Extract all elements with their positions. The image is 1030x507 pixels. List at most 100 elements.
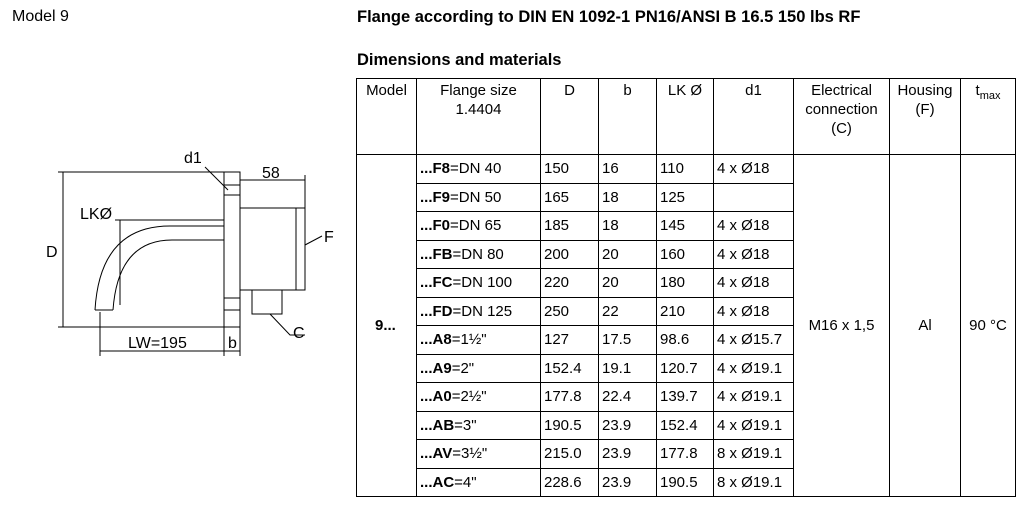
column-header-text: b	[623, 82, 632, 99]
flange-code: ...FD	[420, 302, 453, 320]
cell: 180	[656, 268, 714, 298]
column-header: d1	[713, 78, 794, 155]
cell: 18	[598, 211, 657, 241]
flange-code: ...FC	[420, 274, 453, 292]
cell: 98.6	[656, 325, 714, 355]
flange-size-cell: ...AV=3½"	[416, 439, 541, 469]
cell: 152.4	[540, 353, 599, 383]
subtitle: Dimensions and materials	[357, 51, 562, 69]
column-header-text: Electrical connection (C)	[805, 82, 878, 137]
cell: 20	[598, 268, 657, 298]
label-b: b	[228, 335, 237, 352]
flange-size-cell: ...AB=3"	[416, 410, 541, 440]
flange-code: ...FB	[420, 245, 453, 263]
flange-size-cell: ...F0=DN 65	[416, 211, 541, 241]
title: Flange according to DIN EN 1092-1 PN16/A…	[357, 8, 861, 26]
flange-code: ...F8	[420, 160, 451, 178]
cell: 20	[598, 239, 657, 269]
cell: 4 x Ø18	[713, 154, 794, 184]
label-lk: LKØ	[80, 206, 112, 223]
column-header-text: LK Ø	[667, 82, 703, 99]
flange-size: =DN 125	[452, 302, 513, 320]
cell: 23.9	[598, 439, 657, 469]
flange-size: =3"	[454, 416, 477, 434]
model-label: Model 9	[12, 8, 69, 25]
cell: 160	[656, 239, 714, 269]
tmax-sub: max	[979, 90, 1001, 102]
cell: 127	[540, 325, 599, 355]
flange-size-cell: ...A9=2"	[416, 353, 541, 383]
data-row: ...A8=1½" 127 17.5 98.6 4 x Ø15.7	[357, 325, 1016, 355]
cell: 4 x Ø18	[713, 211, 794, 241]
data-row: ...FD=DN 125 250 22 210 4 x Ø18	[357, 296, 1016, 326]
cell: 190.5	[540, 410, 599, 440]
label-c: C	[293, 325, 305, 342]
flange-size: =DN 65	[450, 217, 502, 235]
column-header: b	[598, 78, 657, 155]
flange-material: 1.4404	[455, 101, 502, 118]
cell: 210	[656, 296, 714, 326]
cell: 145	[656, 211, 714, 241]
cell: 17.5	[598, 325, 657, 355]
cell: 23.9	[598, 410, 657, 440]
flange-size: =3½"	[452, 445, 488, 463]
label-d1: d1	[184, 150, 202, 167]
housing-cell: Al	[889, 154, 961, 497]
cell: 16	[598, 154, 657, 184]
cell: 185	[540, 211, 599, 241]
cell: 8 x Ø19.1	[713, 439, 794, 469]
flange-size: =1½"	[451, 331, 487, 349]
column-header: Housing (F)	[889, 78, 961, 155]
cell: 125	[656, 182, 714, 212]
data-row: ...AC=4" 228.6 23.9 190.5 8 x Ø19.1	[357, 467, 1016, 497]
data-row: ...A9=2" 152.4 19.1 120.7 4 x Ø19.1	[357, 353, 1016, 383]
column-header-text: d1	[745, 82, 762, 99]
cell: 200	[540, 239, 599, 269]
cell: 8 x Ø19.1	[713, 467, 794, 497]
cell: 4 x Ø18	[713, 296, 794, 326]
column-header-text: Flange size	[440, 82, 517, 99]
cell	[713, 182, 794, 212]
flange-size: =2"	[451, 359, 475, 377]
cell: 110	[656, 154, 714, 184]
cell: 4 x Ø18	[713, 239, 794, 269]
cell: 4 x Ø19.1	[713, 410, 794, 440]
flange-size-cell: ...FD=DN 125	[416, 296, 541, 326]
cell: 4 x Ø15.7	[713, 325, 794, 355]
flange-code: ...F0	[420, 217, 451, 235]
flange-size-cell: ...FC=DN 100	[416, 268, 541, 298]
cell: 250	[540, 296, 599, 326]
label-lw: LW=195	[128, 335, 187, 352]
flange-code: ...AB	[420, 416, 455, 434]
column-header: D	[540, 78, 599, 155]
electrical-cell: M16 x 1,5	[793, 154, 890, 497]
flange-size: =4"	[454, 473, 477, 491]
cell: 22.4	[598, 382, 657, 412]
column-header: Electrical connection (C)	[793, 78, 890, 155]
cell: 19.1	[598, 353, 657, 383]
cell: 165	[540, 182, 599, 212]
column-header-text: Housing (F)	[897, 82, 953, 118]
cell: 228.6	[540, 467, 599, 497]
cell: 177.8	[656, 439, 714, 469]
data-row: 9... ...F8=DN 40 150 16 110 4 x Ø18 M16 x 1,5 A…	[356, 154, 1016, 497]
flange-size: =DN 80	[452, 245, 504, 263]
flange-size-cell: ...FB=DN 80	[416, 239, 541, 269]
flange-size: =DN 100	[452, 274, 513, 292]
column-header: LK Ø	[656, 78, 714, 155]
label-f: F	[324, 229, 334, 246]
cell: 4 x Ø19.1	[713, 382, 794, 412]
flange-code: ...F9	[420, 188, 451, 206]
cell: 215.0	[540, 439, 599, 469]
column-header: Flange size 1.4404	[416, 78, 541, 155]
label-width: 58	[262, 165, 280, 182]
column-header-text: Model	[366, 82, 407, 99]
flange-size: =DN 50	[450, 188, 502, 206]
data-row: ...F9=DN 50 165 18 125	[357, 182, 1016, 212]
flange-size: =DN 40	[450, 160, 502, 178]
cell: 23.9	[598, 467, 657, 497]
cell: 22	[598, 296, 657, 326]
cell: 18	[598, 182, 657, 212]
